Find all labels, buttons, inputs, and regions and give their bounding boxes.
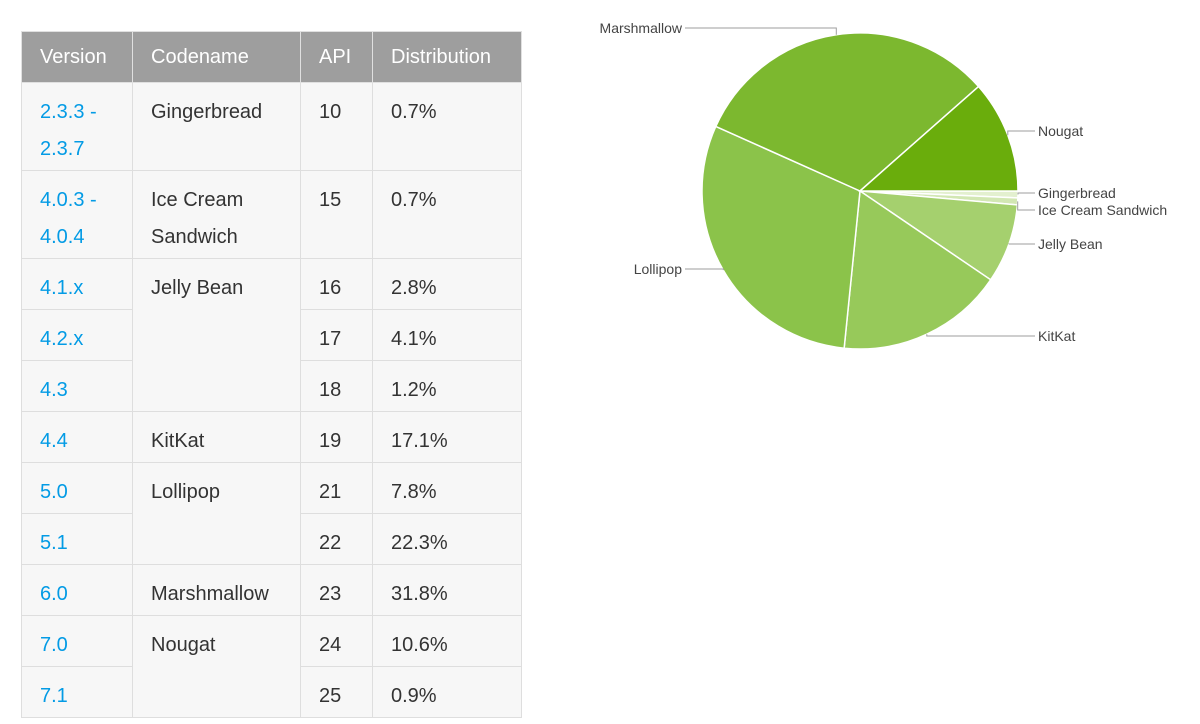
distribution-cell: 0.7% — [372, 82, 522, 171]
table-row: 7.0 Nougat 24 10.6% — [21, 615, 522, 718]
version-link[interactable]: 4.2.x — [40, 328, 84, 350]
slice-label-lollipop: Lollipop — [634, 261, 682, 277]
callout-line-gingerbread — [1017, 192, 1035, 195]
table-row: 4.2.x 17 4.1% — [21, 309, 522, 361]
distribution-cell: 0.9% — [372, 666, 522, 718]
api-cell: 16 — [300, 258, 373, 310]
callout-line-ice-cream-sandwich — [1017, 201, 1035, 211]
header-api: API — [300, 31, 373, 83]
table-row: 4.4 KitKat 19 17.1% — [21, 411, 522, 463]
version-link[interactable]: 4.1.x — [40, 277, 84, 299]
distribution-cell: 4.1% — [372, 309, 522, 361]
api-cell: 25 — [300, 666, 373, 718]
table-row: 7.1 25 0.9% — [21, 666, 522, 718]
distribution-table: Version Codename API Distribution 2.3.3 … — [21, 31, 522, 718]
codename-cell: Lollipop — [132, 462, 301, 565]
version-link[interactable]: 4.3 — [40, 379, 68, 401]
table-row: 6.0 Marshmallow 23 31.8% — [21, 564, 522, 616]
pie-slice-kitkat — [843, 189, 992, 350]
version-cell: 5.0 — [21, 462, 133, 514]
version-cell: 6.0 — [21, 564, 133, 616]
codename-cell: Jelly Bean — [132, 258, 301, 412]
distribution-cell: 17.1% — [372, 411, 522, 463]
distribution-cell: 0.7% — [372, 170, 522, 259]
distribution-cell: 22.3% — [372, 513, 522, 565]
api-cell: 23 — [300, 564, 373, 616]
api-cell: 19 — [300, 411, 373, 463]
slice-label-jelly-bean: Jelly Bean — [1038, 236, 1103, 252]
distribution-cell: 10.6% — [372, 615, 522, 667]
distribution-cell: 31.8% — [372, 564, 522, 616]
api-cell: 21 — [300, 462, 373, 514]
version-link[interactable]: 5.0 — [40, 481, 68, 503]
callout-line-nougat — [1007, 130, 1035, 136]
codename-cell: Ice Cream Sandwich — [132, 170, 301, 259]
api-cell: 15 — [300, 170, 373, 259]
version-cell: 4.4 — [21, 411, 133, 463]
codename-cell: Gingerbread — [132, 82, 301, 171]
table-header-row: Version Codename API Distribution — [21, 31, 522, 83]
version-link[interactable]: 4.4 — [40, 430, 68, 452]
header-codename: Codename — [132, 31, 301, 83]
version-link[interactable]: 5.1 — [40, 532, 68, 554]
pie-slice-marshmallow — [714, 32, 980, 192]
version-link[interactable]: 6.0 — [40, 583, 68, 605]
api-cell: 24 — [300, 615, 373, 667]
version-cell: 4.0.3 - 4.0.4 — [21, 170, 133, 259]
table-row: 4.3 18 1.2% — [21, 360, 522, 412]
distribution-cell: 2.8% — [372, 258, 522, 310]
table-row: 2.3.3 - 2.3.7 Gingerbread 10 0.7% — [21, 82, 522, 171]
slice-label-marshmallow: Marshmallow — [600, 20, 683, 36]
version-link[interactable]: 2.3.3 - 2.3.7 — [40, 101, 97, 160]
callout-line-kitkat — [926, 334, 1035, 337]
version-cell: 2.3.3 - 2.3.7 — [21, 82, 133, 171]
slice-label-nougat: Nougat — [1038, 123, 1083, 139]
slice-label-gingerbread: Gingerbread — [1038, 185, 1116, 201]
version-cell: 5.1 — [21, 513, 133, 565]
version-link[interactable]: 7.1 — [40, 685, 68, 707]
table-row: 4.1.x Jelly Bean 16 2.8% — [21, 258, 522, 412]
codename-cell: Marshmallow — [132, 564, 301, 616]
api-cell: 18 — [300, 360, 373, 412]
codename-cell: Nougat — [132, 615, 301, 718]
version-cell: 4.2.x — [21, 309, 133, 361]
table-row: 5.0 Lollipop 21 7.8% — [21, 462, 522, 565]
version-cell: 4.3 — [21, 360, 133, 412]
api-cell: 17 — [300, 309, 373, 361]
header-version: Version — [21, 31, 133, 83]
slice-label-kitkat: KitKat — [1038, 328, 1075, 344]
api-cell: 10 — [300, 82, 373, 171]
distribution-cell: 7.8% — [372, 462, 522, 514]
header-distribution: Distribution — [372, 31, 522, 83]
version-link[interactable]: 7.0 — [40, 634, 68, 656]
version-cell: 4.1.x — [21, 258, 133, 310]
callout-line-marshmallow — [685, 27, 837, 35]
version-cell: 7.0 — [21, 615, 133, 667]
table-row: 4.0.3 - 4.0.4 Ice Cream Sandwich 15 0.7% — [21, 170, 522, 259]
version-link[interactable]: 4.0.3 - 4.0.4 — [40, 189, 97, 248]
table-row: 5.1 22 22.3% — [21, 513, 522, 565]
distribution-cell: 1.2% — [372, 360, 522, 412]
api-cell: 22 — [300, 513, 373, 565]
codename-cell: KitKat — [132, 411, 301, 463]
slice-label-ice-cream-sandwich: Ice Cream Sandwich — [1038, 202, 1167, 218]
pie-slices — [701, 32, 1019, 350]
version-cell: 7.1 — [21, 666, 133, 718]
callout-line-lollipop — [685, 268, 724, 271]
